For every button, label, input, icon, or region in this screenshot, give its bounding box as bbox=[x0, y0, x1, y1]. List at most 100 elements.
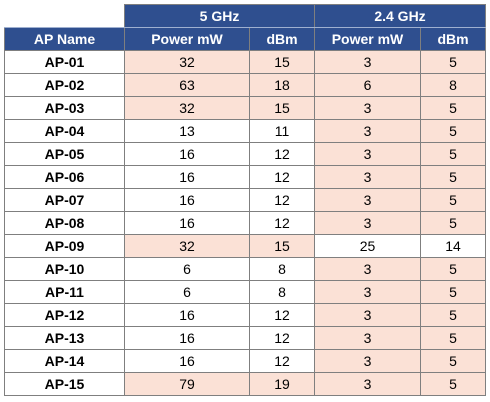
power-mw-5ghz-cell: 16 bbox=[124, 142, 250, 166]
table-row: AP-01 32 15 3 5 bbox=[4, 50, 487, 74]
table-row: AP-08 16 12 3 5 bbox=[4, 211, 487, 235]
power-mw-5ghz-cell: 16 bbox=[124, 349, 250, 373]
power-mw-5ghz-cell: 6 bbox=[124, 257, 250, 281]
ap-name-cell: AP-13 bbox=[4, 326, 125, 350]
table-row: AP-06 16 12 3 5 bbox=[4, 165, 487, 189]
table-row: AP-11 6 8 3 5 bbox=[4, 280, 487, 304]
dbm-5ghz-cell: 12 bbox=[249, 188, 315, 212]
dbm-5ghz-cell: 18 bbox=[249, 73, 315, 97]
power-mw-2-4ghz-cell: 3 bbox=[314, 142, 421, 166]
dbm-2-4ghz-cell: 8 bbox=[419, 73, 487, 97]
dbm-5ghz-cell: 8 bbox=[249, 257, 315, 281]
column-header-ap-name: AP Name bbox=[4, 27, 125, 51]
dbm-5ghz-cell: 12 bbox=[249, 165, 315, 189]
power-mw-2-4ghz-cell: 3 bbox=[314, 257, 421, 281]
table-row: AP-07 16 12 3 5 bbox=[4, 188, 487, 212]
power-mw-2-4ghz-cell: 3 bbox=[314, 372, 421, 396]
dbm-2-4ghz-cell: 5 bbox=[419, 165, 487, 189]
power-mw-2-4ghz-cell: 3 bbox=[314, 96, 421, 120]
ap-name-cell: AP-03 bbox=[4, 96, 125, 120]
power-mw-2-4ghz-cell: 6 bbox=[314, 73, 421, 97]
power-mw-5ghz-cell: 13 bbox=[124, 119, 250, 143]
ap-name-cell: AP-10 bbox=[4, 257, 125, 281]
table-row: AP-04 13 11 3 5 bbox=[4, 119, 487, 143]
column-header-row: AP Name Power mW dBm Power mW dBm bbox=[4, 27, 487, 51]
dbm-2-4ghz-cell: 5 bbox=[419, 257, 487, 281]
dbm-5ghz-cell: 15 bbox=[249, 50, 315, 74]
dbm-5ghz-cell: 19 bbox=[249, 372, 315, 396]
dbm-2-4ghz-cell: 5 bbox=[419, 119, 487, 143]
table-row: AP-03 32 15 3 5 bbox=[4, 96, 487, 120]
power-mw-2-4ghz-cell: 3 bbox=[314, 303, 421, 327]
power-mw-2-4ghz-cell: 3 bbox=[314, 349, 421, 373]
power-mw-2-4ghz-cell: 3 bbox=[314, 119, 421, 143]
ap-name-cell: AP-01 bbox=[4, 50, 125, 74]
dbm-2-4ghz-cell: 5 bbox=[419, 96, 487, 120]
band-header-2-4ghz: 2.4 GHz bbox=[313, 4, 487, 28]
dbm-5ghz-cell: 12 bbox=[249, 142, 315, 166]
power-mw-5ghz-cell: 16 bbox=[124, 165, 250, 189]
dbm-5ghz-cell: 12 bbox=[249, 326, 315, 350]
power-mw-5ghz-cell: 16 bbox=[124, 326, 250, 350]
power-mw-5ghz-cell: 63 bbox=[124, 73, 250, 97]
ap-power-table-container: 5 GHz 2.4 GHz AP Name Power mW dBm Power… bbox=[4, 4, 487, 396]
power-mw-5ghz-cell: 79 bbox=[124, 372, 250, 396]
ap-name-cell: AP-09 bbox=[4, 234, 125, 258]
table-row: AP-05 16 12 3 5 bbox=[4, 142, 487, 166]
header-blank-cell bbox=[4, 4, 125, 28]
dbm-5ghz-cell: 12 bbox=[249, 303, 315, 327]
dbm-2-4ghz-cell: 5 bbox=[419, 211, 487, 235]
dbm-2-4ghz-cell: 14 bbox=[419, 234, 487, 258]
ap-power-table: 5 GHz 2.4 GHz AP Name Power mW dBm Power… bbox=[4, 4, 487, 396]
column-header-power-mw-5ghz: Power mW bbox=[124, 27, 250, 51]
ap-name-cell: AP-12 bbox=[4, 303, 125, 327]
ap-name-cell: AP-14 bbox=[4, 349, 125, 373]
dbm-5ghz-cell: 8 bbox=[249, 280, 315, 304]
power-mw-5ghz-cell: 16 bbox=[124, 211, 250, 235]
power-mw-2-4ghz-cell: 3 bbox=[314, 188, 421, 212]
dbm-2-4ghz-cell: 5 bbox=[419, 372, 487, 396]
band-header-row: 5 GHz 2.4 GHz bbox=[4, 4, 487, 28]
power-mw-2-4ghz-cell: 3 bbox=[314, 326, 421, 350]
power-mw-5ghz-cell: 32 bbox=[124, 50, 250, 74]
column-header-dbm-5ghz: dBm bbox=[249, 27, 315, 51]
column-header-dbm-2-4ghz: dBm bbox=[419, 27, 487, 51]
table-row: AP-10 6 8 3 5 bbox=[4, 257, 487, 281]
table-row: AP-14 16 12 3 5 bbox=[4, 349, 487, 373]
power-mw-2-4ghz-cell: 3 bbox=[314, 165, 421, 189]
table-row: AP-12 16 12 3 5 bbox=[4, 303, 487, 327]
ap-name-cell: AP-04 bbox=[4, 119, 125, 143]
table-row: AP-13 16 12 3 5 bbox=[4, 326, 487, 350]
ap-name-cell: AP-06 bbox=[4, 165, 125, 189]
ap-name-cell: AP-07 bbox=[4, 188, 125, 212]
ap-name-cell: AP-02 bbox=[4, 73, 125, 97]
power-mw-5ghz-cell: 32 bbox=[124, 234, 250, 258]
dbm-2-4ghz-cell: 5 bbox=[419, 303, 487, 327]
power-mw-5ghz-cell: 16 bbox=[124, 188, 250, 212]
table-row: AP-02 63 18 6 8 bbox=[4, 73, 487, 97]
power-mw-5ghz-cell: 32 bbox=[124, 96, 250, 120]
ap-name-cell: AP-15 bbox=[4, 372, 125, 396]
column-header-power-mw-2-4ghz: Power mW bbox=[314, 27, 421, 51]
power-mw-2-4ghz-cell: 3 bbox=[314, 211, 421, 235]
dbm-2-4ghz-cell: 5 bbox=[419, 326, 487, 350]
dbm-2-4ghz-cell: 5 bbox=[419, 349, 487, 373]
band-header-5ghz: 5 GHz bbox=[124, 4, 315, 28]
dbm-5ghz-cell: 15 bbox=[249, 234, 315, 258]
dbm-2-4ghz-cell: 5 bbox=[419, 188, 487, 212]
dbm-2-4ghz-cell: 5 bbox=[419, 50, 487, 74]
dbm-5ghz-cell: 12 bbox=[249, 349, 315, 373]
dbm-5ghz-cell: 12 bbox=[249, 211, 315, 235]
power-mw-2-4ghz-cell: 3 bbox=[314, 280, 421, 304]
dbm-2-4ghz-cell: 5 bbox=[419, 142, 487, 166]
table-row: AP-09 32 15 25 14 bbox=[4, 234, 487, 258]
power-mw-5ghz-cell: 6 bbox=[124, 280, 250, 304]
ap-name-cell: AP-11 bbox=[4, 280, 125, 304]
dbm-5ghz-cell: 15 bbox=[249, 96, 315, 120]
power-mw-5ghz-cell: 16 bbox=[124, 303, 250, 327]
power-mw-2-4ghz-cell: 25 bbox=[314, 234, 421, 258]
power-mw-2-4ghz-cell: 3 bbox=[314, 50, 421, 74]
table-row: AP-15 79 19 3 5 bbox=[4, 372, 487, 396]
ap-name-cell: AP-05 bbox=[4, 142, 125, 166]
table-body: AP-01 32 15 3 5 AP-02 63 18 6 8 AP-03 32 15 3 5 AP-04 13… bbox=[4, 50, 487, 396]
